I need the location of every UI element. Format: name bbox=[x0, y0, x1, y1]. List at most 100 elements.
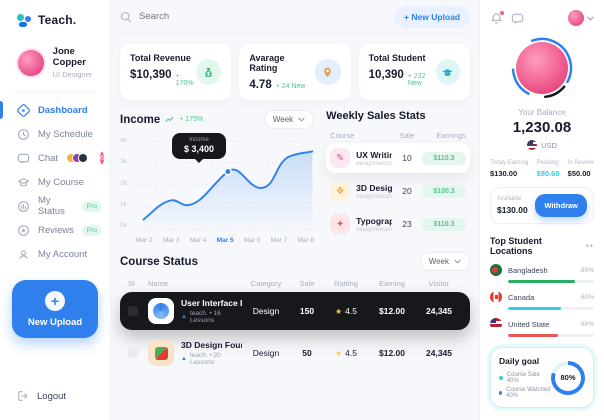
visitor-cell: 24,345 bbox=[426, 306, 452, 316]
stat-card-average-rating: Avarage Rating 4.78 + 24 New bbox=[239, 44, 351, 100]
available-label: Available bbox=[497, 196, 522, 202]
x-tick-selected[interactable]: Mar 5 bbox=[216, 237, 234, 244]
balance-label: Your Balance bbox=[518, 108, 566, 117]
today-earning-value: $130.00 bbox=[490, 169, 518, 178]
tooltip-value: $ 3,400 bbox=[184, 144, 215, 154]
x-tick[interactable]: Mar 7 bbox=[270, 237, 288, 244]
course-period-dropdown[interactable]: Week bbox=[419, 252, 470, 271]
category-cell: Design bbox=[252, 306, 280, 316]
active-indicator bbox=[0, 101, 3, 119]
currency-selector[interactable]: USD bbox=[490, 140, 594, 150]
earnings-pill: $110.3 bbox=[422, 217, 466, 231]
x-tick[interactable]: Mar 6 bbox=[243, 237, 261, 244]
profile-menu[interactable] bbox=[568, 10, 594, 26]
stat-value: 4.78 bbox=[249, 79, 272, 91]
status-badge: Pro bbox=[81, 200, 102, 212]
x-tick[interactable]: Mar 3 bbox=[162, 237, 180, 244]
sale-cell: 50 bbox=[302, 348, 312, 358]
row-checkbox[interactable] bbox=[128, 306, 138, 316]
category-cell: Design bbox=[252, 348, 280, 358]
course-row-3d-design-foundations[interactable]: 3D Design Foundations ▲teach. • 20 Lesso… bbox=[120, 334, 470, 372]
sidebar-item-reviews[interactable]: Reviews Pro bbox=[0, 218, 110, 242]
location-row-united-state: United State 60% bbox=[490, 318, 594, 337]
location-row-canada: Canada 60% bbox=[490, 291, 594, 310]
y-axis-labels: 4k 3k 2k 1k 0k bbox=[120, 137, 127, 229]
weekly-row-ux-writing[interactable]: ✎ UX Writing designmecurious.io 10 $110.… bbox=[326, 143, 470, 173]
course-cap-icon bbox=[17, 176, 30, 189]
reviews-icon bbox=[17, 224, 30, 237]
user-name: Jone Copper bbox=[52, 46, 86, 68]
app-logo: Teach. bbox=[0, 12, 110, 28]
notification-dot bbox=[500, 10, 504, 15]
search-box[interactable] bbox=[120, 11, 279, 23]
sidebar-item-label: Chat bbox=[38, 152, 59, 164]
chat-unread-badge: 6 bbox=[100, 152, 104, 164]
dashboard-icon bbox=[17, 103, 30, 117]
chevron-down-icon bbox=[587, 16, 594, 21]
sidebar-item-my-course[interactable]: My Course bbox=[0, 170, 110, 194]
new-upload-button[interactable]: + New Upload bbox=[12, 280, 98, 338]
notification-bell-icon[interactable] bbox=[490, 10, 504, 25]
account-icon bbox=[17, 248, 30, 261]
course-table-headers: Sl Name Category Sale Ratting Earning Vi… bbox=[128, 279, 450, 288]
x-tick[interactable]: Mar 4 bbox=[189, 237, 207, 244]
more-options-icon[interactable]: •• bbox=[585, 241, 594, 251]
daily-goal-ring: 80% bbox=[551, 360, 585, 395]
sidebar-user[interactable]: Jone Copper UI Designer bbox=[0, 46, 110, 79]
chevron-down-icon bbox=[454, 259, 461, 264]
sidebar-item-my-account[interactable]: My Account bbox=[0, 242, 110, 266]
sidebar-item-label: My Schedule bbox=[38, 128, 93, 140]
x-tick[interactable]: Mar 8 bbox=[297, 237, 315, 244]
stat-delta: + 170% bbox=[175, 73, 194, 87]
canada-flag-icon bbox=[490, 291, 502, 303]
cubes-icon: ❖ bbox=[330, 181, 351, 201]
course-app-icon bbox=[148, 298, 174, 324]
clock-icon bbox=[17, 128, 30, 141]
earning-cell: $12.00 bbox=[379, 306, 405, 316]
sidebar-item-chat[interactable]: Chat 6 bbox=[0, 146, 110, 170]
typography-icon: ✦ bbox=[330, 214, 351, 234]
money-bag-icon bbox=[196, 59, 222, 85]
sale-count: 23 bbox=[402, 219, 412, 229]
earnings-summary: Today Earning $130.00 Pending $80.60 In … bbox=[490, 160, 594, 178]
tooltip-label: Income bbox=[189, 137, 209, 143]
course-subtitle: designmecurious.io bbox=[356, 193, 392, 200]
income-section: Income + 175% Week 4k 3k 2k 1k 0k Income $ 3… bbox=[120, 110, 315, 244]
sidebar-item-my-schedule[interactable]: My Schedule bbox=[0, 122, 110, 146]
stat-value: 10,390 bbox=[368, 69, 404, 81]
course-row-user-interface-design[interactable]: User Interface Design ▲teach. • 16 Lesso… bbox=[120, 292, 470, 330]
sidebar-item-label: Dashboard bbox=[38, 104, 88, 116]
weekly-row-typography[interactable]: ✦ Typography designmecurious.io 23 $110.… bbox=[326, 209, 470, 239]
income-period-dropdown[interactable]: Week bbox=[263, 110, 315, 129]
line-chart-plot bbox=[136, 137, 315, 233]
course-name: User Interface Design bbox=[181, 298, 242, 308]
sidebar-item-my-status[interactable]: My Status Pro bbox=[0, 194, 110, 218]
search-input[interactable] bbox=[139, 11, 279, 22]
weekly-row-3d-design[interactable]: ❖ 3D Design designmecurious.io 20 $100.3 bbox=[326, 176, 470, 206]
star-icon: ★ bbox=[335, 306, 343, 316]
sidebar-item-dashboard[interactable]: Dashboard bbox=[0, 98, 110, 122]
x-tick[interactable]: Mar 2 bbox=[136, 237, 153, 244]
stat-value: $10,390 bbox=[130, 69, 172, 81]
country-percent: 60% bbox=[580, 293, 594, 301]
messages-icon[interactable] bbox=[511, 12, 524, 25]
teach-mini-icon: ▲ bbox=[181, 314, 187, 320]
sale-count: 10 bbox=[402, 153, 412, 163]
logout-button[interactable]: Logout bbox=[17, 390, 66, 402]
reviews-badge: Pro bbox=[81, 224, 103, 236]
course-name: 3D Design Foundations bbox=[181, 340, 242, 350]
withdraw-button[interactable]: Withdraw bbox=[535, 194, 587, 217]
row-checkbox[interactable] bbox=[128, 348, 138, 358]
period-label: Week bbox=[272, 115, 294, 124]
stat-delta: + 232 New bbox=[407, 73, 426, 87]
country-percent: 60% bbox=[580, 320, 594, 328]
sidebar-item-label: My Course bbox=[38, 176, 84, 188]
income-delta: + 175% bbox=[179, 116, 204, 123]
earnings-pill: $100.3 bbox=[422, 184, 466, 198]
logout-label: Logout bbox=[37, 390, 67, 402]
user-avatar bbox=[16, 47, 46, 78]
topbar-new-upload-button[interactable]: + New Upload bbox=[394, 5, 470, 28]
logout-icon bbox=[17, 390, 29, 402]
today-earning-label: Today Earning bbox=[490, 160, 529, 166]
course-app-icon bbox=[148, 340, 174, 366]
